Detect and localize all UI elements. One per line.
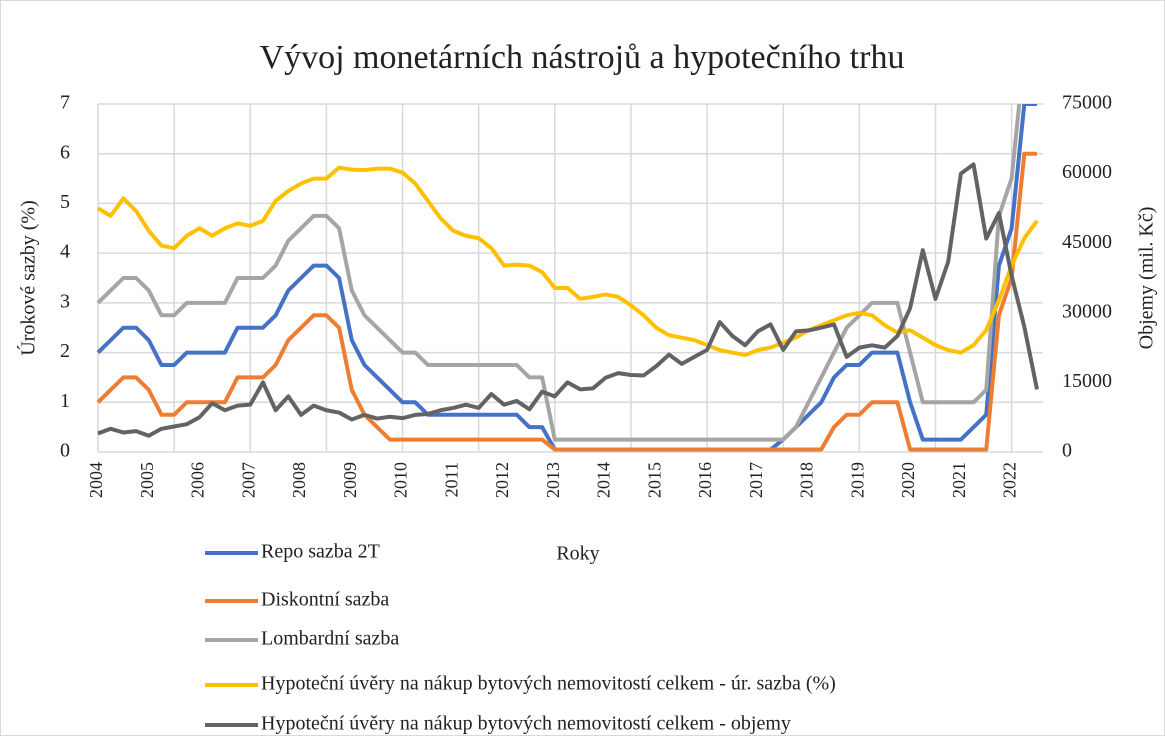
y-tick-label: 3: [60, 290, 70, 312]
x-tick-label: 2009: [340, 462, 360, 498]
x-tick-label: 2021: [949, 462, 969, 498]
y-tick-label: 1: [60, 390, 70, 412]
legend-label: Hypoteční úvěry na nákup bytových nemovi…: [261, 713, 791, 735]
y2-tick-label: 75000: [1062, 92, 1112, 114]
y2-axis-title: Objemy (mil. Kč): [1136, 207, 1158, 350]
y2-tick-label: 45000: [1062, 231, 1112, 253]
legend-label: Hypoteční úvěry na nákup bytových nemovi…: [261, 673, 836, 695]
x-tick-label: 2018: [797, 462, 817, 498]
y-tick-label: 2: [60, 340, 70, 362]
x-tick-label: 2006: [188, 462, 208, 498]
y2-tick-label: 0: [1062, 440, 1072, 462]
x-tick-label: 2004: [86, 462, 106, 498]
x-tick-label: 2010: [391, 462, 411, 498]
x-tick-label: 2015: [644, 462, 664, 498]
series-line: [97, 162, 1039, 438]
y-axis-title: Úrokové sazby (%): [16, 200, 40, 356]
y-tick-label: 0: [60, 440, 70, 462]
y-tick-label: 6: [60, 141, 70, 163]
series-line: [96, 104, 1022, 442]
x-tick-label: 2016: [695, 462, 715, 498]
x-tick-label: 2008: [289, 462, 309, 498]
y2-tick-label: 30000: [1062, 300, 1112, 322]
x-tick-label: 2014: [594, 462, 614, 498]
x-tick-label: 2013: [543, 462, 563, 498]
x-tick-label: 2019: [847, 462, 867, 498]
x-tick-label: 2022: [1000, 462, 1020, 498]
y-tick-label: 4: [60, 241, 70, 263]
y-tick-label: 7: [60, 92, 70, 114]
y2-tick-label: 15000: [1062, 370, 1112, 392]
y2-tick-label: 60000: [1062, 161, 1112, 183]
series-line: [96, 165, 1039, 358]
plot-lines: [96, 104, 1039, 452]
x-tick-label: 2007: [238, 462, 258, 498]
x-tick-label: 2011: [441, 462, 461, 497]
x-tick-label: 2005: [137, 462, 157, 498]
series-line: [96, 151, 1037, 452]
x-tick-label: 2020: [898, 462, 918, 498]
y-tick-label: 5: [60, 191, 70, 213]
chart-title: Vývoj monetárních nástrojů a hypotečního…: [260, 39, 905, 76]
legend-label: Diskontní sazba: [261, 589, 389, 611]
legend-label: Repo sazba 2T: [261, 541, 380, 563]
x-tick-label: 2017: [746, 462, 766, 498]
legend-label: Lombardní sazba: [261, 628, 399, 650]
x-axis-title: Roky: [556, 543, 599, 565]
x-tick-label: 2012: [492, 462, 512, 498]
